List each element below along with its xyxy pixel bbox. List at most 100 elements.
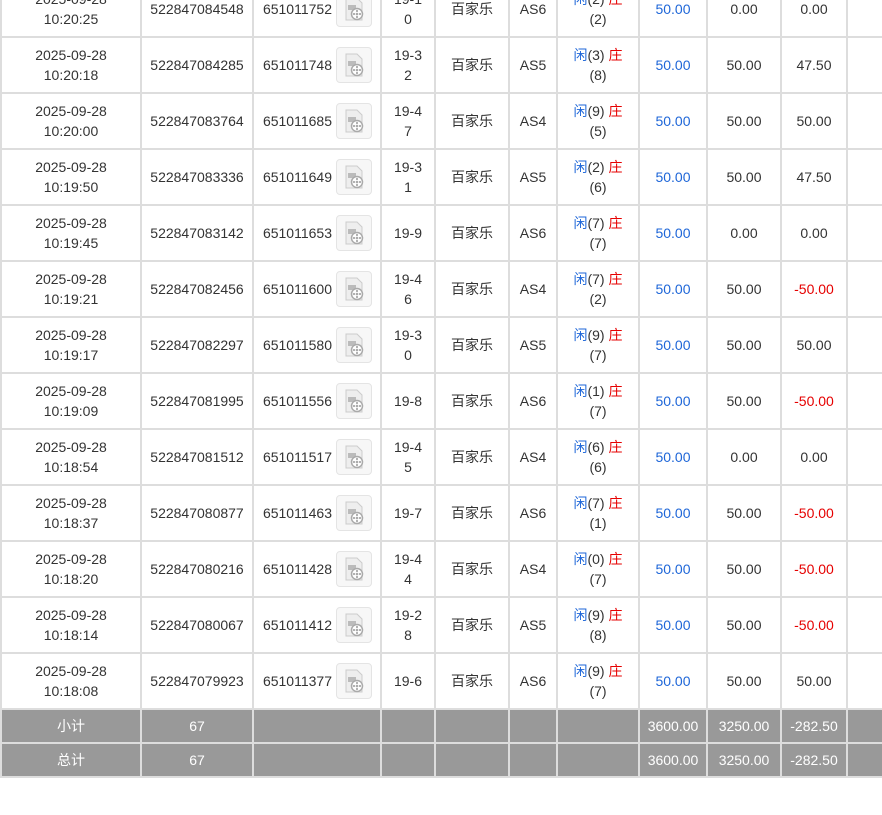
bet-date: 2025-09-28 xyxy=(35,0,107,7)
bet-date: 2025-09-28 xyxy=(35,383,107,399)
bet-date: 2025-09-28 xyxy=(35,327,107,343)
empty-cell xyxy=(556,742,640,778)
video-file-icon[interactable] xyxy=(336,271,372,307)
table-cell: AS6 xyxy=(508,0,558,38)
video-file-icon[interactable] xyxy=(336,327,372,363)
game-id-cell: 651011600 xyxy=(252,260,382,318)
banker-label: 庄 xyxy=(608,383,623,399)
bet-id-cell: 522847084285 xyxy=(140,36,254,94)
game-name-cell: 百家乐 xyxy=(434,204,510,262)
game-id-cell: 651011463 xyxy=(252,484,382,542)
player-label: 闲 xyxy=(573,439,588,455)
video-file-icon[interactable] xyxy=(336,607,372,643)
summary-valid: 3250.00 xyxy=(706,742,782,778)
video-file-icon[interactable] xyxy=(336,383,372,419)
empty-cell xyxy=(846,372,882,430)
empty-cell xyxy=(434,708,510,744)
game-id-cell: 651011649 xyxy=(252,148,382,206)
table-cell: AS5 xyxy=(508,596,558,654)
win-loss-cell: -50.00 xyxy=(780,540,848,598)
valid-bet-cell: 0.00 xyxy=(706,204,782,262)
bet-records-table: 2025-09-28 10:20:25 522847084548 65101175… xyxy=(0,0,882,778)
empty-cell xyxy=(846,484,882,542)
game-name-cell: 百家乐 xyxy=(434,652,510,710)
empty-cell xyxy=(380,708,436,744)
player-points: (9) xyxy=(587,103,605,119)
game-name-cell: 百家乐 xyxy=(434,596,510,654)
bet-time: 10:18:37 xyxy=(43,515,99,531)
bet-date: 2025-09-28 xyxy=(35,439,107,455)
player-label: 闲 xyxy=(573,551,588,567)
game-id: 651011752 xyxy=(262,1,332,17)
empty-cell xyxy=(252,708,382,744)
bet-time: 10:18:08 xyxy=(43,683,99,699)
game-id-cell: 651011685 xyxy=(252,92,382,150)
player-points: (7) xyxy=(587,271,605,287)
player-points: (2) xyxy=(587,159,605,175)
game-name-cell: 百家乐 xyxy=(434,372,510,430)
result-cell: 闲(2) 庄 (6) xyxy=(556,148,640,206)
round-cell: 19-8 xyxy=(380,372,436,430)
bet-amount-cell: 50.00 xyxy=(638,372,708,430)
game-id-cell: 651011517 xyxy=(252,428,382,486)
bet-amount-cell: 50.00 xyxy=(638,540,708,598)
table-cell: AS6 xyxy=(508,484,558,542)
bet-date: 2025-09-28 xyxy=(35,47,107,63)
player-points: (3) xyxy=(587,47,605,63)
game-name-cell: 百家乐 xyxy=(434,92,510,150)
video-file-icon[interactable] xyxy=(336,103,372,139)
bet-id-cell: 522847083336 xyxy=(140,148,254,206)
video-file-icon[interactable] xyxy=(336,551,372,587)
game-id: 651011600 xyxy=(262,281,332,297)
game-name-cell: 百家乐 xyxy=(434,148,510,206)
empty-cell xyxy=(846,652,882,710)
bet-date: 2025-09-28 xyxy=(35,607,107,623)
bet-amount-cell: 50.00 xyxy=(638,204,708,262)
round-cell: 19-45 xyxy=(380,428,436,486)
player-points: (9) xyxy=(587,663,605,679)
win-loss-cell: -50.00 xyxy=(780,260,848,318)
table-row: 2025-09-28 10:18:14 522847080067 65101141… xyxy=(0,596,882,654)
round-cell: 19-46 xyxy=(380,260,436,318)
video-file-icon[interactable] xyxy=(336,495,372,531)
summary-count: 67 xyxy=(140,742,254,778)
table-cell: AS5 xyxy=(508,316,558,374)
game-id: 651011580 xyxy=(262,337,332,353)
video-file-icon[interactable] xyxy=(336,215,372,251)
video-file-icon[interactable] xyxy=(336,439,372,475)
banker-label: 庄 xyxy=(608,327,623,343)
video-file-icon[interactable] xyxy=(336,0,372,27)
banker-label: 庄 xyxy=(608,495,623,511)
bet-amount-cell: 50.00 xyxy=(638,652,708,710)
table-cell: AS4 xyxy=(508,428,558,486)
bet-time-cell: 2025-09-28 10:18:08 xyxy=(0,652,142,710)
round-cell: 19-10 xyxy=(380,0,436,38)
bet-date: 2025-09-28 xyxy=(35,551,107,567)
round-cell: 19-44 xyxy=(380,540,436,598)
valid-bet-cell: 50.00 xyxy=(706,92,782,150)
result-cell: 闲(9) 庄 (7) xyxy=(556,652,640,710)
player-points: (6) xyxy=(587,439,605,455)
bet-time-cell: 2025-09-28 10:20:18 xyxy=(0,36,142,94)
bet-time-cell: 2025-09-28 10:19:50 xyxy=(0,148,142,206)
valid-bet-cell: 50.00 xyxy=(706,540,782,598)
banker-points: (7) xyxy=(589,403,607,419)
video-file-icon[interactable] xyxy=(336,47,372,83)
table-row: 2025-09-28 10:20:00 522847083764 65101168… xyxy=(0,92,882,150)
game-id: 651011556 xyxy=(262,393,332,409)
video-file-icon[interactable] xyxy=(336,159,372,195)
table-cell: AS6 xyxy=(508,372,558,430)
win-loss-cell: 50.00 xyxy=(780,652,848,710)
player-label: 闲 xyxy=(573,47,588,63)
round-cell: 19-6 xyxy=(380,652,436,710)
game-id: 651011463 xyxy=(262,505,332,521)
banker-label: 庄 xyxy=(608,663,623,679)
video-file-icon[interactable] xyxy=(336,663,372,699)
summary-win-loss: -282.50 xyxy=(780,708,848,744)
result-cell: 闲(3) 庄 (8) xyxy=(556,36,640,94)
bet-time: 10:19:45 xyxy=(43,235,99,251)
empty-cell xyxy=(846,92,882,150)
player-points: (9) xyxy=(587,327,605,343)
summary-label: 总计 xyxy=(0,742,142,778)
result-cell: 闲(9) 庄 (7) xyxy=(556,316,640,374)
